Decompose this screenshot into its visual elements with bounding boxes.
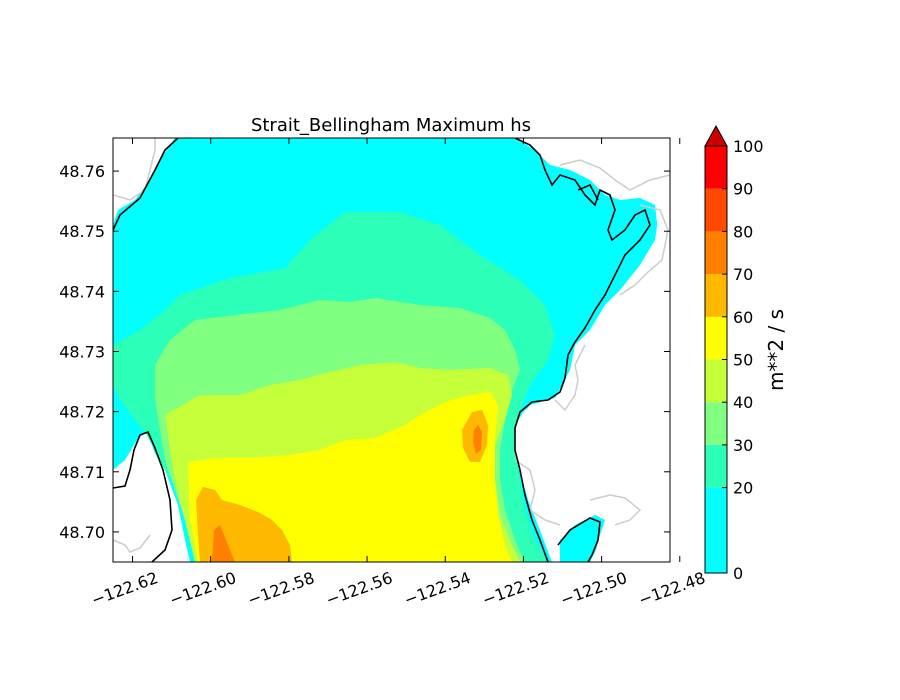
land-outline: [113, 138, 670, 553]
x-tick-label: −122.62: [89, 568, 161, 610]
colorbar-segment: [705, 316, 727, 360]
land-west: [113, 432, 172, 562]
x-tick-label: −122.50: [558, 568, 630, 610]
x-tick-label: −122.52: [480, 568, 552, 610]
y-tick-label: 48.71: [59, 463, 105, 482]
y-tick-label: 48.74: [59, 282, 105, 301]
plot-area: [113, 138, 670, 562]
x-tick-label: −122.56: [323, 568, 395, 610]
band-70-80-hotspot: [473, 425, 482, 454]
colorbar-tick-label: 0: [733, 564, 743, 583]
colorbar-tick-label: 20: [733, 479, 753, 498]
colorbar-extend-triangle: [704, 124, 728, 147]
colorbar-tick-label: 50: [733, 351, 753, 370]
colorbar-tick-label: 30: [733, 436, 753, 455]
colorbar-segment: [705, 444, 727, 488]
x-tick-label: −122.54: [402, 568, 474, 610]
x-tick-label: −122.58: [245, 568, 317, 610]
colorbar-tick-label: 40: [733, 393, 753, 412]
land-east: [515, 138, 670, 562]
colorbar-segment: [705, 231, 727, 275]
x-tick-label: −122.48: [636, 568, 708, 610]
colorbar-tick-label: 100: [733, 137, 764, 156]
colorbar-tick-label: 60: [733, 308, 753, 327]
colorbar: 0 20 30 40 50 60 70 80 90 100: [704, 124, 764, 583]
x-tick-label: −122.60: [167, 568, 239, 610]
colorbar-segment: [705, 487, 727, 573]
coastline: [113, 138, 651, 562]
colorbar-label: m**2 / s: [764, 309, 788, 391]
y-tick-label: 48.72: [59, 403, 105, 422]
y-axis: 48.70 48.71 48.72 48.73 48.74 48.75 48.76: [59, 162, 670, 542]
chart-title: Strait_Bellingham Maximum hs: [251, 115, 531, 136]
plot-frame: [112, 137, 671, 563]
y-tick-label: 48.76: [59, 162, 105, 181]
colorbar-tick-label: 70: [733, 265, 753, 284]
y-tick-label: 48.70: [59, 523, 105, 542]
colorbar-segment: [705, 274, 727, 317]
colorbar-segment: [705, 402, 727, 445]
colorbar-segment: [705, 146, 727, 189]
colorbar-tick-label: 90: [733, 180, 753, 199]
colorbar-segment: [705, 359, 727, 403]
y-tick-label: 48.75: [59, 222, 105, 241]
y-tick-label: 48.73: [59, 343, 105, 362]
colorbar-tick-label: 80: [733, 222, 753, 241]
colorbar-segment: [705, 188, 727, 232]
band-70-80: [212, 525, 235, 562]
